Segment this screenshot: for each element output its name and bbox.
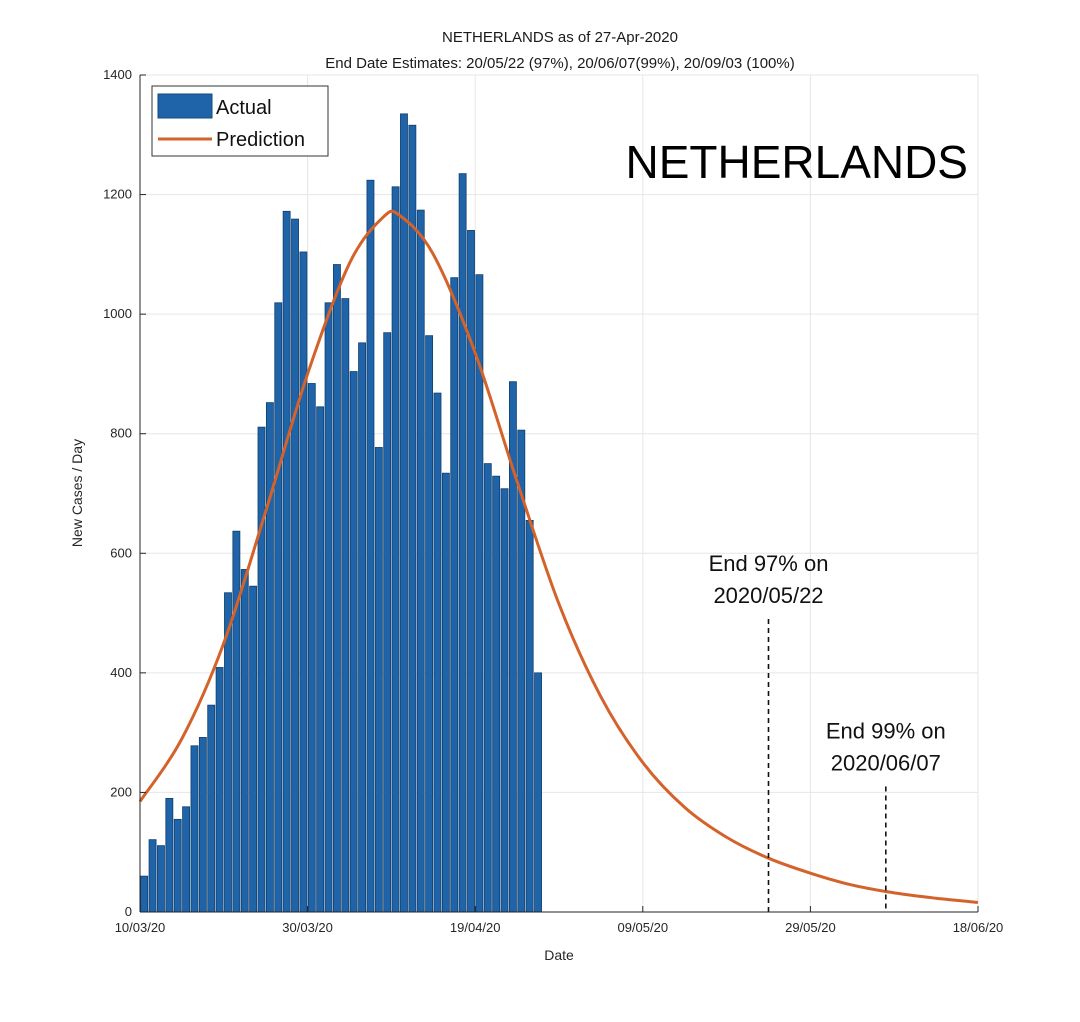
y-tick-label: 200 [110, 784, 132, 799]
bar-actual [157, 845, 165, 913]
bar-actual [383, 332, 392, 913]
legend-label-actual: Actual [216, 97, 272, 119]
bar-actual [358, 342, 366, 913]
bar-actual [391, 186, 400, 913]
end-estimate-label-line2: 2020/05/22 [713, 583, 823, 608]
bar-actual [374, 447, 383, 913]
legend-label-prediction: Prediction [216, 129, 305, 151]
x-axis-label: Date [544, 947, 574, 963]
bar-actual [408, 124, 417, 913]
end-estimate-label-line1: End 97% on [709, 551, 829, 576]
x-tick-label: 19/04/20 [450, 920, 501, 935]
prediction-line-layer [138, 209, 979, 904]
end-estimate-label-line1: End 99% on [826, 718, 946, 743]
bar-actual [299, 251, 308, 913]
bar-actual [333, 264, 341, 913]
bar-actual [165, 798, 174, 913]
bar-actual [198, 737, 207, 913]
y-tick-label: 600 [110, 545, 132, 560]
x-tick-label: 29/05/20 [785, 920, 836, 935]
legend: Actual Prediction [151, 85, 329, 157]
bar-actual [433, 392, 442, 913]
y-axis-label: New Cases / Day [69, 439, 85, 547]
bar-actual [240, 569, 249, 913]
bar-actual [458, 173, 467, 913]
x-tick-label: 10/03/20 [115, 920, 166, 935]
bar-actual [525, 520, 534, 913]
bar-actual [425, 335, 434, 913]
y-tick-label: 0 [125, 904, 132, 919]
legend-swatch-actual [157, 93, 213, 119]
bar-actual [148, 839, 157, 913]
x-tick-label: 30/03/20 [282, 920, 333, 935]
bar-actual [316, 406, 325, 913]
bar-actual [500, 488, 509, 913]
annotation-layer: End 97% on 2020/05/22 End 99% on 2020/06/07 [709, 551, 946, 912]
country-inset-label: NETHERLANDS [625, 136, 968, 188]
bar-actual [483, 463, 492, 913]
bar-actual [450, 277, 459, 913]
axes-layer: 0 200 400 600 800 1000 1200 1400 10/03/20 30/03/2… [103, 67, 1003, 935]
plot-area [140, 75, 978, 912]
bar-actual [265, 402, 274, 913]
bar-actual [257, 426, 266, 913]
bar-actual [232, 530, 241, 913]
x-tick-label: 09/05/20 [617, 920, 668, 935]
x-tick-label: 18/06/20 [953, 920, 1004, 935]
bar-actual [282, 210, 291, 913]
bar-actual [190, 745, 199, 913]
chart-subtitle: End Date Estimates: 20/05/22 (97%), 20/0… [325, 55, 794, 72]
bar-actual [291, 218, 299, 913]
bar-actual [215, 667, 224, 913]
bar-actual [207, 704, 216, 913]
bar-actual [492, 475, 501, 913]
y-tick-label: 400 [110, 665, 132, 680]
bar-actual [366, 179, 375, 913]
bar-actual [341, 298, 350, 913]
y-tick-label: 1000 [103, 306, 132, 321]
y-tick-label: 800 [110, 426, 132, 441]
bar-actual [182, 806, 191, 913]
bar-actual [249, 585, 258, 913]
y-tick-label: 1200 [103, 187, 132, 202]
bar-actual [441, 472, 450, 913]
end-estimate-label-line2: 2020/06/07 [831, 750, 941, 775]
chart-title: NETHERLANDS as of 27-Apr-2020 [442, 29, 678, 46]
bar-actual [173, 818, 182, 913]
bar-actual [416, 209, 425, 913]
bar-actual [140, 875, 149, 913]
bar-actual [324, 302, 333, 913]
bar-actual [307, 383, 316, 913]
y-tick-label: 1400 [103, 67, 132, 82]
prediction-line [138, 209, 979, 904]
bar-actual [274, 302, 283, 913]
bar-actual [534, 672, 542, 913]
bar-actual [400, 113, 408, 913]
bars-layer [140, 113, 542, 913]
bar-actual [349, 371, 358, 913]
